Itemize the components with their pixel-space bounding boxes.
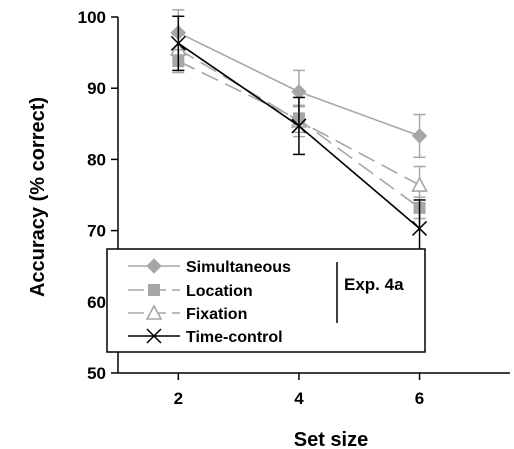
y-axis-title: Accuracy (% correct) xyxy=(27,97,49,297)
x-tick-label: 6 xyxy=(415,389,424,408)
y-tick-label: 100 xyxy=(78,8,106,27)
marker-stroke xyxy=(412,220,428,236)
series-time-control xyxy=(170,15,428,258)
data-point xyxy=(291,84,307,100)
legend-label: Time-control xyxy=(186,329,283,346)
x-axis-title: Set size xyxy=(294,429,368,449)
marker-stroke xyxy=(146,328,162,344)
y-tick-label: 70 xyxy=(87,222,106,241)
x-tick-label: 2 xyxy=(174,389,183,408)
marker-stroke xyxy=(170,35,186,51)
x-tick-label: 4 xyxy=(294,389,304,408)
legend-marker xyxy=(148,284,160,296)
series-layer xyxy=(169,9,428,258)
data-point xyxy=(170,35,186,51)
y-tick-label: 60 xyxy=(87,293,106,312)
data-point xyxy=(411,128,428,144)
y-tick-label: 50 xyxy=(87,364,106,383)
legend-group-label: Exp. 4a xyxy=(344,275,404,294)
legend-marker xyxy=(146,258,162,274)
y-tick-label: 90 xyxy=(87,79,106,98)
legend-marker xyxy=(145,304,163,320)
legend: Simultaneous Location Fixation Time-control… xyxy=(106,248,426,353)
data-point xyxy=(412,220,428,236)
legend-marker xyxy=(146,328,162,344)
data-point xyxy=(411,176,428,192)
y-tick-label: 80 xyxy=(87,150,106,169)
legend-label: Location xyxy=(186,283,253,300)
legend-label: Fixation xyxy=(186,306,247,323)
legend-label: Simultaneous xyxy=(186,259,291,276)
data-point xyxy=(291,118,307,134)
marker-stroke xyxy=(291,118,307,134)
